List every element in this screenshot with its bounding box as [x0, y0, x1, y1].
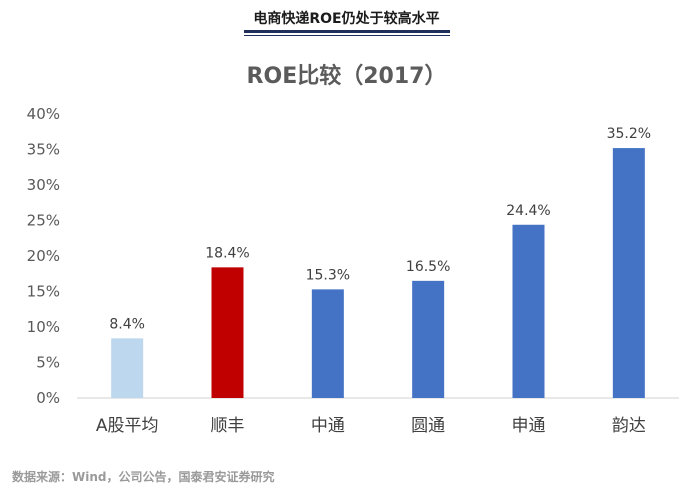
x-category-label: A股平均 [96, 416, 159, 436]
x-category-label: 顺丰 [211, 416, 245, 436]
chart-title: ROE比较（2017） [246, 64, 447, 89]
bar-3 [412, 280, 445, 398]
x-category-label: 中通 [311, 416, 345, 436]
data-label: 18.4% [205, 245, 249, 261]
y-tick-label: 0% [36, 389, 60, 407]
y-tick-label: 25% [27, 212, 60, 230]
data-label: 15.3% [306, 267, 350, 283]
bar-4 [512, 224, 545, 398]
data-label: 35.2% [607, 126, 651, 142]
bar-0 [111, 338, 144, 398]
y-tick-label: 20% [27, 247, 60, 265]
y-tick-label: 30% [27, 176, 60, 194]
report-section-title: 电商快递ROE仍处于较高水平 [253, 11, 440, 27]
bar-1 [211, 267, 244, 398]
data-label: 16.5% [406, 259, 450, 275]
x-category-label: 申通 [512, 416, 546, 436]
y-tick-label: 40% [27, 105, 60, 123]
y-tick-label: 10% [27, 318, 60, 336]
y-tick-label: 35% [27, 141, 60, 159]
bar-2 [311, 289, 344, 398]
y-tick-label: 15% [27, 283, 60, 301]
x-category-label: 圆通 [411, 416, 445, 436]
data-label: 24.4% [506, 203, 550, 219]
data-source-note: 数据来源：Wind，公司公告，国泰君安证券研究 [12, 470, 275, 484]
data-label: 8.4% [109, 316, 145, 332]
title-underline-thin [244, 35, 450, 36]
y-tick-label: 5% [36, 354, 60, 372]
title-underline-thick [244, 30, 450, 33]
bar-5 [612, 148, 645, 398]
x-category-label: 韵达 [612, 416, 646, 436]
